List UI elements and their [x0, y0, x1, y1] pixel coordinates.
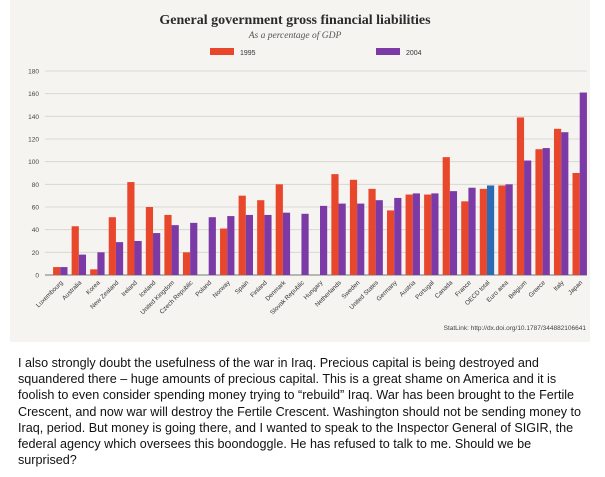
x-tick-label: Australia — [61, 279, 84, 302]
bar-1995 — [257, 200, 265, 275]
bar-2004 — [431, 193, 439, 275]
bar-1995 — [275, 184, 283, 275]
bar-2004 — [412, 193, 420, 275]
y-tick-label: 180 — [28, 69, 39, 76]
bar-2004 — [486, 185, 495, 275]
chart-subtitle: As a percentage of GDP — [248, 30, 342, 41]
chart-legend: 1995 2004 — [210, 48, 422, 57]
bar-2004 — [171, 225, 179, 275]
x-tick-label: Portugal — [414, 279, 436, 301]
article-paragraph: I also strongly doubt the usefulness of … — [18, 356, 582, 468]
bar-2004 — [115, 242, 124, 275]
x-tick-label: Norway — [212, 279, 233, 300]
bar-1995 — [424, 194, 432, 275]
bar-2004 — [60, 267, 68, 275]
bar-2004 — [208, 217, 216, 275]
bar-1995 — [498, 185, 506, 275]
bar-1995 — [108, 217, 116, 275]
bar-2004 — [394, 197, 402, 275]
bar-2004 — [227, 216, 235, 275]
bar-1995 — [71, 226, 79, 275]
y-tick-label: 120 — [28, 137, 39, 144]
legend-label: 2004 — [406, 50, 422, 57]
bar-1995 — [349, 179, 358, 275]
bar-2004 — [153, 233, 161, 275]
y-tick-label: 160 — [28, 91, 39, 98]
bar-1995 — [387, 210, 395, 275]
x-tick-label: Slovak Republic — [269, 279, 306, 316]
bar-1995 — [572, 173, 580, 275]
bar-2004 — [524, 160, 532, 275]
bar-1995 — [535, 149, 543, 275]
y-tick-label: 100 — [28, 159, 39, 166]
bar-1995 — [53, 267, 61, 275]
bar-2004 — [338, 203, 346, 275]
x-tick-label: Canada — [434, 279, 455, 300]
bar-2004 — [505, 184, 513, 275]
x-tick-label: Belgium — [507, 279, 528, 300]
bar-chart: General government gross financial liabi… — [28, 13, 587, 332]
x-tick-label: Korea — [85, 279, 102, 296]
bar-1995 — [553, 128, 562, 275]
bar-1995 — [90, 269, 98, 275]
bar-2004 — [468, 187, 476, 275]
x-tick-label: Luxembourg — [35, 279, 65, 309]
x-tick-label: Ireland — [120, 279, 139, 298]
y-axis: 0 20 40 60 80 100 120 140 160 180 — [28, 69, 39, 280]
legend-swatch — [376, 48, 400, 55]
x-tick-label: Greece — [527, 279, 547, 299]
source-note: StatLink: http://dx.doi.org/10.1787/3448… — [444, 325, 587, 332]
x-tick-label: Germany — [375, 279, 399, 303]
bar-2004 — [97, 252, 105, 275]
bar-1995 — [368, 188, 376, 275]
y-tick-label: 140 — [28, 114, 39, 121]
bar-2004 — [542, 148, 550, 275]
y-tick-label: 60 — [32, 205, 40, 212]
y-tick-label: 20 — [32, 250, 40, 257]
x-tick-label: Japan — [567, 279, 584, 296]
y-tick-label: 80 — [32, 182, 40, 189]
bar-series — [53, 92, 587, 276]
chart-title: General government gross financial liabi… — [159, 13, 431, 28]
bar-2004 — [264, 214, 272, 275]
bar-1995 — [127, 182, 135, 275]
bar-1995 — [461, 201, 469, 275]
x-tick-label: Spain — [234, 279, 251, 296]
bar-1995 — [238, 195, 246, 275]
y-tick-label: 40 — [32, 227, 40, 234]
bar-2004 — [301, 213, 309, 275]
bar-1995 — [182, 252, 191, 275]
bar-2004 — [449, 191, 458, 275]
bar-2004 — [190, 222, 198, 275]
bar-1995 — [331, 174, 339, 275]
bar-1995 — [405, 194, 413, 275]
x-tick-label: Italy — [552, 279, 566, 293]
bar-2004 — [579, 92, 587, 276]
legend-swatch — [210, 48, 234, 55]
x-tick-label: Czech Republic — [158, 279, 194, 315]
bar-1995 — [516, 117, 525, 275]
bar-2004 — [245, 214, 253, 275]
bar-1995 — [164, 214, 172, 275]
y-tick-label: 0 — [35, 273, 39, 280]
bar-1995 — [145, 207, 154, 275]
bar-2004 — [561, 132, 569, 275]
legend-label: 1995 — [240, 50, 256, 57]
bar-1995 — [479, 188, 487, 275]
bar-2004 — [134, 241, 142, 275]
bar-2004 — [375, 200, 383, 275]
chart-panel: General government gross financial liabi… — [10, 0, 590, 342]
bar-1995 — [442, 157, 450, 275]
bar-1995 — [220, 228, 228, 275]
x-tick-label: Poland — [194, 279, 213, 298]
bar-2004 — [78, 254, 87, 275]
bar-2004 — [282, 212, 291, 275]
bar-2004 — [357, 203, 365, 275]
bar-2004 — [320, 205, 328, 275]
